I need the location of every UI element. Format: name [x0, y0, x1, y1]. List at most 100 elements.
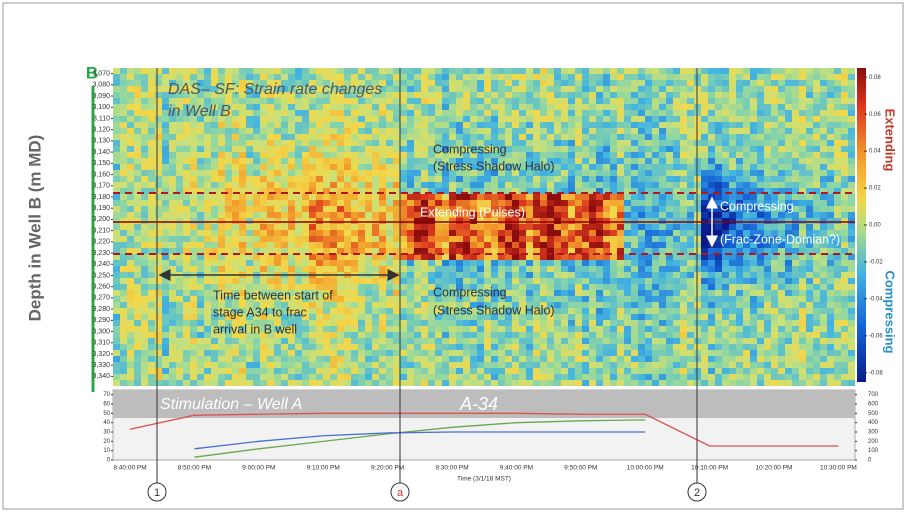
heatmap-cell	[708, 326, 715, 332]
heatmap-cell	[134, 116, 141, 122]
heatmap-cell	[519, 296, 526, 302]
heatmap-cell	[596, 218, 603, 224]
heatmap-cell	[575, 272, 582, 278]
heatmap-cell	[288, 218, 295, 224]
heatmap-cell	[400, 302, 407, 308]
heatmap-cell	[687, 146, 694, 152]
heatmap-cell	[617, 284, 624, 290]
heatmap-cell	[225, 188, 232, 194]
heatmap-cell	[379, 236, 386, 242]
heatmap-cell	[421, 290, 428, 296]
heatmap-cell	[498, 74, 505, 80]
heatmap-cell	[624, 338, 631, 344]
heatmap-cell	[687, 152, 694, 158]
heatmap-cell	[218, 350, 225, 356]
heatmap-cell	[561, 212, 568, 218]
heatmap-cell	[736, 176, 743, 182]
heatmap-cell	[582, 206, 589, 212]
heatmap-cell	[274, 194, 281, 200]
heatmap-cell	[260, 368, 267, 374]
heatmap-cell	[736, 164, 743, 170]
heatmap-cell	[505, 134, 512, 140]
heatmap-cell	[155, 146, 162, 152]
heatmap-cell	[393, 158, 400, 164]
heatmap-cell	[176, 194, 183, 200]
heatmap-cell	[169, 164, 176, 170]
heatmap-cell	[526, 182, 533, 188]
heatmap-cell	[750, 74, 757, 80]
heatmap-cell	[365, 248, 372, 254]
heatmap-cell	[554, 68, 561, 74]
heatmap-cell	[183, 146, 190, 152]
heatmap-cell	[470, 164, 477, 170]
heatmap-cell	[246, 92, 253, 98]
heatmap-cell	[120, 356, 127, 362]
heatmap-cell	[218, 290, 225, 296]
heatmap-cell	[337, 344, 344, 350]
heatmap-cell	[190, 284, 197, 290]
heatmap-cell	[736, 350, 743, 356]
heatmap-cell	[596, 338, 603, 344]
heatmap-cell	[323, 182, 330, 188]
heatmap-cell	[449, 296, 456, 302]
heatmap-cell	[722, 266, 729, 272]
heatmap-cell	[435, 380, 442, 386]
heatmap-cell	[449, 290, 456, 296]
heatmap-cell	[708, 116, 715, 122]
heatmap-cell	[113, 206, 120, 212]
heatmap-cell	[176, 314, 183, 320]
heatmap-cell	[232, 242, 239, 248]
heatmap-cell	[260, 362, 267, 368]
heatmap-cell	[743, 128, 750, 134]
heatmap-cell	[386, 158, 393, 164]
heatmap-cell	[498, 380, 505, 386]
heatmap-cell	[379, 254, 386, 260]
heatmap-cell	[183, 74, 190, 80]
heatmap-cell	[659, 344, 666, 350]
heatmap-cell	[582, 284, 589, 290]
heatmap-cell	[407, 248, 414, 254]
heatmap-cell	[561, 236, 568, 242]
heatmap-cell	[120, 176, 127, 182]
heatmap-cell	[407, 284, 414, 290]
heatmap-cell	[561, 218, 568, 224]
heatmap-cell	[512, 374, 519, 380]
heatmap-cell	[463, 68, 470, 74]
heatmap-cell	[183, 242, 190, 248]
heatmap-cell	[701, 326, 708, 332]
heatmap-cell	[309, 86, 316, 92]
heatmap-cell	[246, 182, 253, 188]
heatmap-cell	[456, 224, 463, 230]
heatmap-cell	[624, 326, 631, 332]
heatmap-cell	[337, 116, 344, 122]
heatmap-cell	[428, 242, 435, 248]
heatmap-cell	[645, 248, 652, 254]
heatmap-cell	[393, 350, 400, 356]
heatmap-cell	[638, 248, 645, 254]
heatmap-cell	[715, 278, 722, 284]
heatmap-cell	[120, 98, 127, 104]
heatmap-cell	[281, 236, 288, 242]
heatmap-cell	[232, 236, 239, 242]
heatmap-cell	[239, 278, 246, 284]
heatmap-cell	[344, 86, 351, 92]
heatmap-cell	[533, 374, 540, 380]
heatmap-cell	[477, 68, 484, 74]
heatmap-cell	[400, 74, 407, 80]
heatmap-cell	[309, 122, 316, 128]
heatmap-cell	[757, 134, 764, 140]
heatmap-cell	[330, 224, 337, 230]
heatmap-cell	[512, 188, 519, 194]
heatmap-cell	[141, 266, 148, 272]
heatmap-cell	[386, 128, 393, 134]
heatmap-cell	[141, 218, 148, 224]
heatmap-cell	[442, 284, 449, 290]
heatmap-cell	[743, 278, 750, 284]
heatmap-cell	[540, 212, 547, 218]
heatmap-cell	[134, 314, 141, 320]
heatmap-cell	[288, 368, 295, 374]
heatmap-cell	[421, 86, 428, 92]
heatmap-cell	[519, 284, 526, 290]
heatmap-cell	[204, 374, 211, 380]
heatmap-cell	[568, 284, 575, 290]
